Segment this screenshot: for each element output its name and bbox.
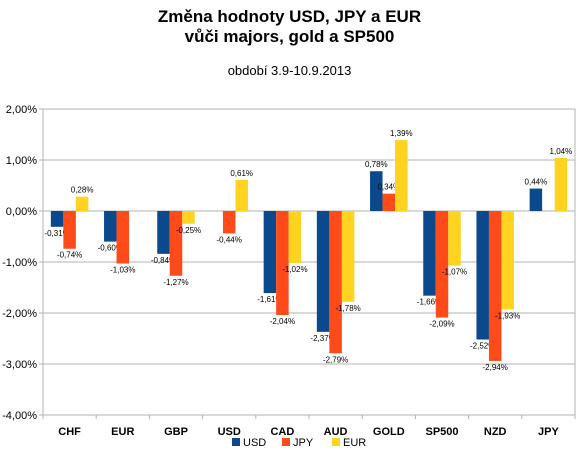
bar-usd bbox=[476, 211, 489, 340]
bar-usd bbox=[316, 211, 330, 332]
bar-jpy bbox=[435, 211, 449, 318]
data-label: 0,44% bbox=[525, 178, 548, 187]
legend-swatch-usd bbox=[232, 438, 240, 446]
x-tick-label: CAD bbox=[270, 426, 294, 438]
data-label: -1,27% bbox=[163, 278, 188, 287]
x-tick-label: SP500 bbox=[425, 426, 458, 438]
chart-subtitle: období 3.9-10.9.2013 bbox=[227, 63, 352, 78]
y-tick-label: 1,00% bbox=[6, 155, 37, 167]
data-label: -0,31% bbox=[44, 229, 69, 238]
bar-eur bbox=[554, 157, 568, 211]
x-tick-label: CHF bbox=[58, 426, 81, 438]
bar-eur bbox=[501, 211, 514, 310]
x-tick-label: NZD bbox=[484, 426, 507, 438]
bar-usd bbox=[157, 211, 170, 254]
y-tick-label: -3,00% bbox=[2, 359, 37, 371]
data-label: -1,61% bbox=[257, 295, 282, 304]
data-label: -0,25% bbox=[176, 226, 201, 235]
legend-swatch-jpy bbox=[282, 438, 290, 446]
bar-usd bbox=[423, 211, 436, 296]
bar-usd bbox=[50, 211, 64, 227]
legend-label-eur: EUR bbox=[343, 437, 366, 449]
data-label: 0,61% bbox=[230, 169, 253, 178]
data-label: -2,94% bbox=[483, 363, 508, 372]
y-tick-label: -4,00% bbox=[2, 410, 37, 422]
bar-jpy bbox=[382, 193, 396, 211]
bar-eur bbox=[341, 211, 355, 302]
data-label: -1,03% bbox=[110, 266, 135, 275]
bar-eur bbox=[448, 211, 461, 266]
data-label: -0,84% bbox=[151, 256, 176, 265]
bar-usd bbox=[370, 171, 383, 211]
x-tick-label: USD bbox=[218, 426, 241, 438]
data-label: -2,04% bbox=[270, 317, 295, 326]
chart-title-line-2: vůči majors, gold a SP500 bbox=[184, 27, 395, 46]
bar-eur bbox=[75, 196, 89, 211]
data-label: -2,79% bbox=[323, 355, 348, 364]
y-tick-label: -2,00% bbox=[2, 308, 37, 320]
data-label: 0,34% bbox=[377, 183, 400, 192]
legend-label-usd: USD bbox=[243, 437, 266, 449]
bar-jpy bbox=[222, 211, 236, 234]
chart-title-line-1: Změna hodnoty USD, JPY a EUR bbox=[157, 7, 422, 26]
bar-jpy bbox=[329, 211, 342, 354]
bar-usd bbox=[529, 188, 543, 211]
bar-jpy bbox=[488, 211, 502, 361]
bar-eur bbox=[182, 211, 195, 224]
y-tick-label: -1,00% bbox=[2, 257, 37, 269]
data-label: -2,09% bbox=[429, 320, 454, 329]
y-tick-label: 2,00% bbox=[6, 104, 37, 116]
data-label: 0,28% bbox=[71, 186, 94, 195]
data-label: -1,93% bbox=[495, 311, 520, 320]
x-tick-label: GBP bbox=[164, 426, 188, 438]
bar-eur bbox=[395, 140, 408, 211]
bar-usd bbox=[104, 211, 117, 242]
y-tick-label: 0,00% bbox=[6, 206, 37, 218]
data-label: -2,37% bbox=[310, 334, 335, 343]
data-label: -0,60% bbox=[98, 244, 123, 253]
x-tick-label: AUD bbox=[324, 426, 348, 438]
x-tick-label: GOLD bbox=[373, 426, 405, 438]
data-label: -1,66% bbox=[417, 298, 442, 307]
bar-eur bbox=[235, 179, 248, 211]
bar-usd bbox=[263, 211, 277, 294]
data-label: 1,04% bbox=[550, 147, 573, 156]
data-label: -2,52% bbox=[470, 342, 495, 351]
data-label: -0,74% bbox=[57, 251, 82, 260]
data-label: -1,02% bbox=[282, 265, 307, 274]
data-label: 1,39% bbox=[390, 129, 413, 138]
legend-swatch-eur bbox=[332, 438, 340, 446]
x-tick-label: JPY bbox=[538, 426, 559, 438]
legend-label-jpy: JPY bbox=[293, 437, 314, 449]
bar-jpy bbox=[169, 211, 183, 276]
x-tick-label: EUR bbox=[111, 426, 134, 438]
bar-jpy bbox=[276, 211, 289, 316]
bar-jpy bbox=[116, 211, 130, 264]
data-label: 0,78% bbox=[365, 160, 388, 169]
data-label: -1,78% bbox=[335, 304, 360, 313]
bar-eur bbox=[288, 211, 302, 264]
bar-jpy bbox=[63, 211, 76, 249]
data-label: -1,07% bbox=[442, 268, 467, 277]
data-label: -0,44% bbox=[217, 235, 242, 244]
